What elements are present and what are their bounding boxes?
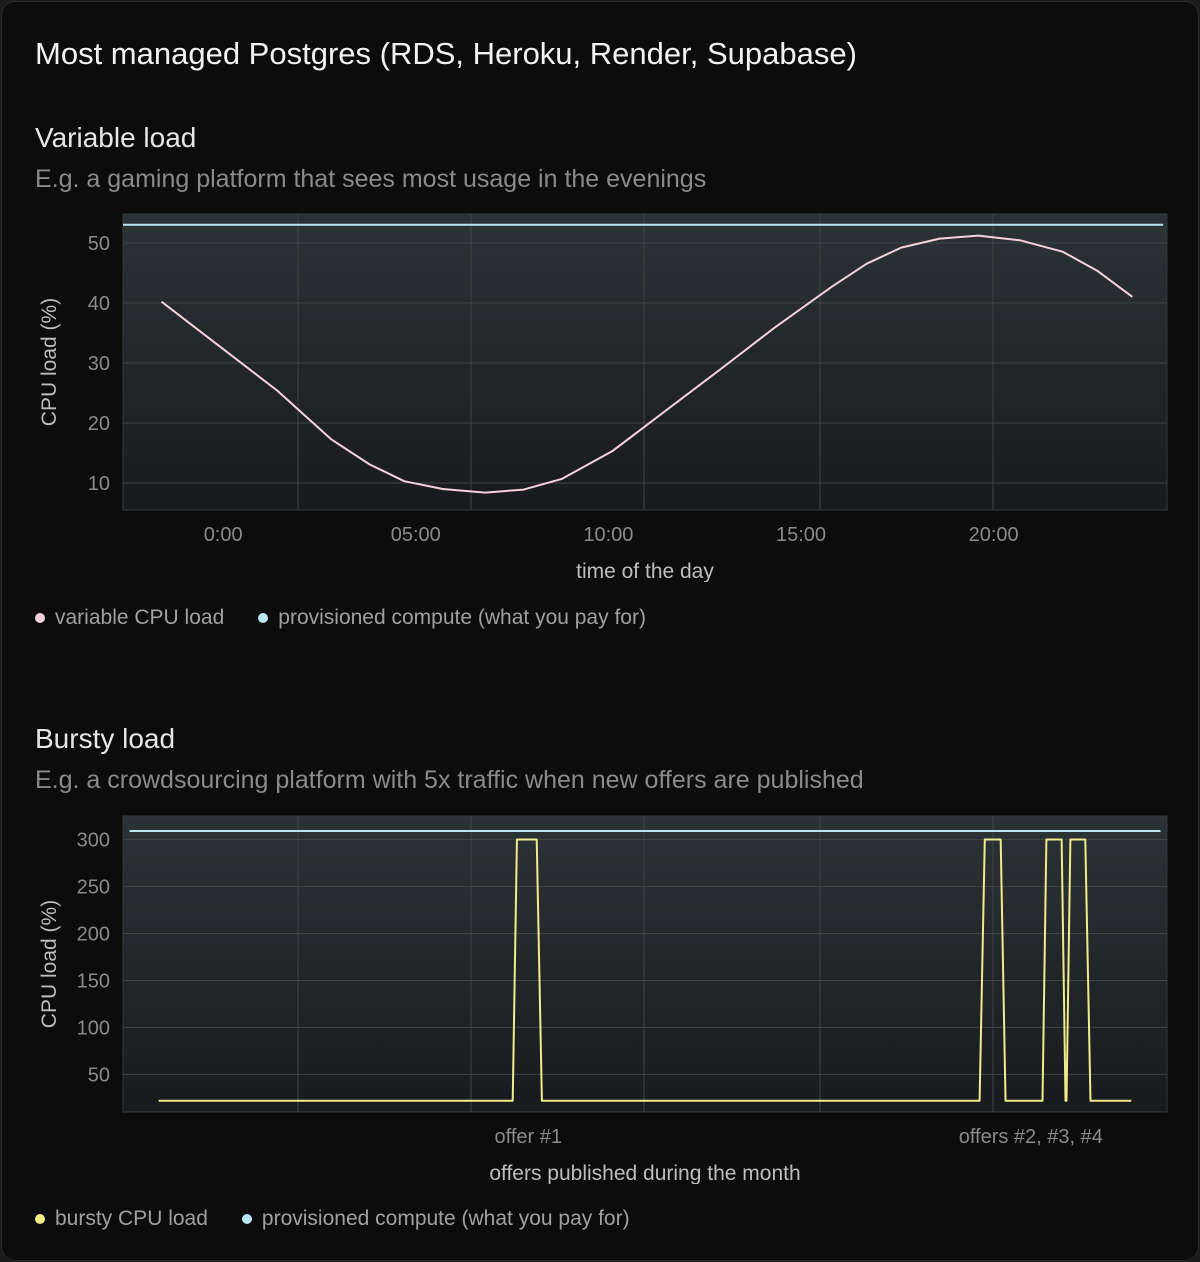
y-tick-label: 40 <box>88 293 110 315</box>
chart-subtitle-variable: E.g. a gaming platform that sees most us… <box>35 165 707 193</box>
y-tick-label: 10 <box>88 473 110 495</box>
legend-label: provisioned compute (what you pay for) <box>261 1207 630 1230</box>
legend-label: bursty CPU load <box>55 1207 208 1230</box>
y-tick-label: 300 <box>77 829 110 851</box>
page-title: Most managed Postgres (RDS, Heroku, Rend… <box>35 36 857 71</box>
y-axis-label: CPU load (%) <box>38 900 61 1028</box>
y-tick-label: 50 <box>88 233 110 255</box>
legend-label: provisioned compute (what you pay for) <box>278 606 646 629</box>
variable-load-chart: 10 20 30 40 50 0:00 05:00 10:00 15:00 20:00 time o… <box>38 213 1168 582</box>
plot-area <box>122 815 1168 1113</box>
chart-title-variable: Variable load <box>35 122 197 153</box>
x-tick-label: offer #1 <box>495 1126 562 1148</box>
legend-dot-icon <box>258 613 269 623</box>
y-tick-label: 100 <box>77 1017 110 1039</box>
series-load-line <box>160 234 1133 494</box>
legend-dot-icon <box>35 1214 45 1224</box>
x-axis-label: time of the day <box>576 560 714 582</box>
y-axis-label: CPU load (%) <box>38 298 61 426</box>
legend-item: bursty CPU load <box>35 1207 208 1231</box>
series-load-line <box>158 838 1132 1102</box>
legend-item: provisioned compute (what you pay for) <box>241 1207 630 1231</box>
legend-label: variable CPU load <box>55 606 225 629</box>
legend-dot-icon <box>35 613 45 623</box>
bursty-load-chart: 50 100 150 200 250 300 offer #1 offers #2, #3, … <box>38 815 1168 1184</box>
y-tick-label: 30 <box>88 353 110 375</box>
x-axis-label: offers published during the month <box>489 1162 800 1184</box>
y-tick-label: 50 <box>88 1064 110 1086</box>
y-tick-label: 150 <box>77 970 110 992</box>
x-tick-label: 20:00 <box>969 524 1019 546</box>
x-tick-label: 10:00 <box>583 524 633 546</box>
legend-item: variable CPU load <box>35 606 224 630</box>
x-tick-label: 0:00 <box>204 524 243 546</box>
plot-area <box>122 213 1168 511</box>
legend-variable: variable CPU load provisioned compute (w… <box>35 606 646 630</box>
x-tick-label: 05:00 <box>391 524 441 546</box>
legend-dot-icon <box>241 1214 252 1224</box>
y-tick-label: 20 <box>88 413 110 435</box>
legend-item: provisioned compute (what you pay for) <box>258 606 646 630</box>
chart-subtitle-bursty: E.g. a crowdsourcing platform with 5x tr… <box>35 766 864 794</box>
x-tick-label: offers #2, #3, #4 <box>959 1126 1103 1148</box>
y-tick-label: 250 <box>77 876 110 898</box>
x-tick-label: 15:00 <box>776 524 826 546</box>
y-tick-label: 200 <box>77 923 110 945</box>
chart-title-bursty: Bursty load <box>35 723 176 754</box>
legend-bursty: bursty CPU load provisioned compute (wha… <box>35 1207 630 1231</box>
